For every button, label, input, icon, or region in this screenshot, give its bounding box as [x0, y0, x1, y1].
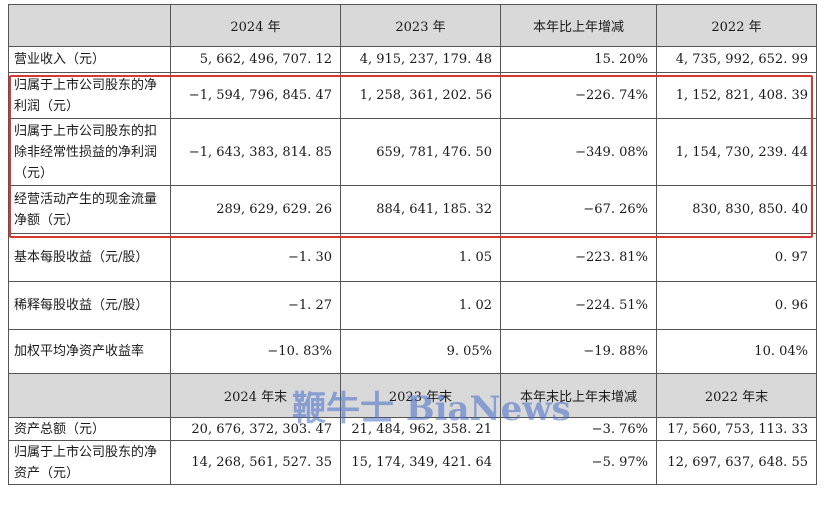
subheader-2023: 2023 年末 — [340, 373, 501, 418]
header-label-cell — [8, 4, 171, 47]
table-row: 归属于上市公司股东的净资产（元） 14, 268, 561, 527. 35 1… — [8, 440, 817, 485]
cell-2023: 1. 02 — [340, 281, 501, 330]
cell-2022: 830, 830, 850. 40 — [656, 185, 817, 234]
table-row: 稀释每股收益（元/股） −1. 27 1. 02 −224. 51% 0. 96 — [8, 281, 817, 330]
financial-table: 2024 年 2023 年 本年比上年增减 2022 年 营业收入（元） 5, … — [8, 4, 817, 485]
cell-2024: −1, 643, 383, 814. 85 — [170, 118, 341, 186]
cell-2024: −1. 30 — [170, 233, 341, 282]
table-row: 基本每股收益（元/股） −1. 30 1. 05 −223. 81% 0. 97 — [8, 233, 817, 282]
cell-change: −3. 76% — [500, 417, 657, 441]
cell-2023: 1, 258, 361, 202. 56 — [340, 72, 501, 119]
row-label: 归属于上市公司股东的净资产（元） — [8, 440, 171, 485]
subheader-2022: 2022 年末 — [656, 373, 817, 418]
cell-2022: 12, 697, 637, 648. 55 — [656, 440, 817, 485]
cell-2023: 9. 05% — [340, 329, 501, 374]
cell-2023: 1. 05 — [340, 233, 501, 282]
header-2022: 2022 年 — [656, 4, 817, 47]
cell-2022: 0. 97 — [656, 233, 817, 282]
row-label: 归属于上市公司股东的净利润（元） — [8, 72, 171, 119]
cell-2022: 1, 154, 730, 239. 44 — [656, 118, 817, 186]
cell-2024: 20, 676, 372, 303. 47 — [170, 417, 341, 441]
cell-2022: 17, 560, 753, 113. 33 — [656, 417, 817, 441]
table-header-row: 2024 年 2023 年 本年比上年增减 2022 年 — [8, 4, 817, 47]
header-2023: 2023 年 — [340, 4, 501, 47]
cell-2023: 4, 915, 237, 179. 48 — [340, 46, 501, 73]
row-label: 经营活动产生的现金流量净额（元） — [8, 185, 171, 234]
subheader-2024: 2024 年末 — [170, 373, 341, 418]
cell-change: −224. 51% — [500, 281, 657, 330]
table-row: 营业收入（元） 5, 662, 496, 707. 12 4, 915, 237… — [8, 46, 817, 73]
table-row: 加权平均净资产收益率 −10. 83% 9. 05% −19. 88% 10. … — [8, 329, 817, 374]
cell-2024: 14, 268, 561, 527. 35 — [170, 440, 341, 485]
row-label: 资产总额（元） — [8, 417, 171, 441]
cell-change: −67. 26% — [500, 185, 657, 234]
row-label: 稀释每股收益（元/股） — [8, 281, 171, 330]
row-label: 营业收入（元） — [8, 46, 171, 73]
cell-change: −349. 08% — [500, 118, 657, 186]
table-row: 归属于上市公司股东的扣除非经常性损益的净利润（元） −1, 643, 383, … — [8, 118, 817, 186]
cell-2023: 15, 174, 349, 421. 64 — [340, 440, 501, 485]
cell-change: −223. 81% — [500, 233, 657, 282]
cell-2024: −1, 594, 796, 845. 47 — [170, 72, 341, 119]
cell-2024: −10. 83% — [170, 329, 341, 374]
cell-change: −226. 74% — [500, 72, 657, 119]
subheader-label-cell — [8, 373, 171, 418]
cell-change: −5. 97% — [500, 440, 657, 485]
cell-2022: 4, 735, 992, 652. 99 — [656, 46, 817, 73]
table-row: 资产总额（元） 20, 676, 372, 303. 47 21, 484, 9… — [8, 417, 817, 441]
table-row: 经营活动产生的现金流量净额（元） 289, 629, 629. 26 884, … — [8, 185, 817, 234]
cell-2024: −1. 27 — [170, 281, 341, 330]
cell-2024: 5, 662, 496, 707. 12 — [170, 46, 341, 73]
cell-2022: 0. 96 — [656, 281, 817, 330]
cell-2022: 10. 04% — [656, 329, 817, 374]
cell-2023: 659, 781, 476. 50 — [340, 118, 501, 186]
row-label: 基本每股收益（元/股） — [8, 233, 171, 282]
cell-2023: 884, 641, 185. 32 — [340, 185, 501, 234]
table-row: 归属于上市公司股东的净利润（元） −1, 594, 796, 845. 47 1… — [8, 72, 817, 119]
row-label: 加权平均净资产收益率 — [8, 329, 171, 374]
cell-2023: 21, 484, 962, 358. 21 — [340, 417, 501, 441]
row-label: 归属于上市公司股东的扣除非经常性损益的净利润（元） — [8, 118, 171, 186]
header-change: 本年比上年增减 — [500, 4, 657, 47]
cell-change: −19. 88% — [500, 329, 657, 374]
table-subheader-row: 2024 年末 2023 年末 本年末比上年末增减 2022 年末 — [8, 373, 817, 418]
cell-2022: 1, 152, 821, 408. 39 — [656, 72, 817, 119]
cell-2024: 289, 629, 629. 26 — [170, 185, 341, 234]
subheader-change: 本年末比上年末增减 — [500, 373, 657, 418]
cell-change: 15. 20% — [500, 46, 657, 73]
header-2024: 2024 年 — [170, 4, 341, 47]
